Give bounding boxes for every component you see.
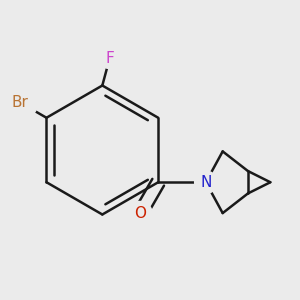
Circle shape bbox=[2, 84, 38, 120]
Circle shape bbox=[128, 202, 152, 226]
Circle shape bbox=[195, 171, 217, 194]
Circle shape bbox=[100, 48, 120, 68]
Text: Br: Br bbox=[11, 95, 28, 110]
Text: O: O bbox=[134, 206, 146, 221]
Text: F: F bbox=[105, 51, 114, 66]
Text: N: N bbox=[200, 175, 212, 190]
